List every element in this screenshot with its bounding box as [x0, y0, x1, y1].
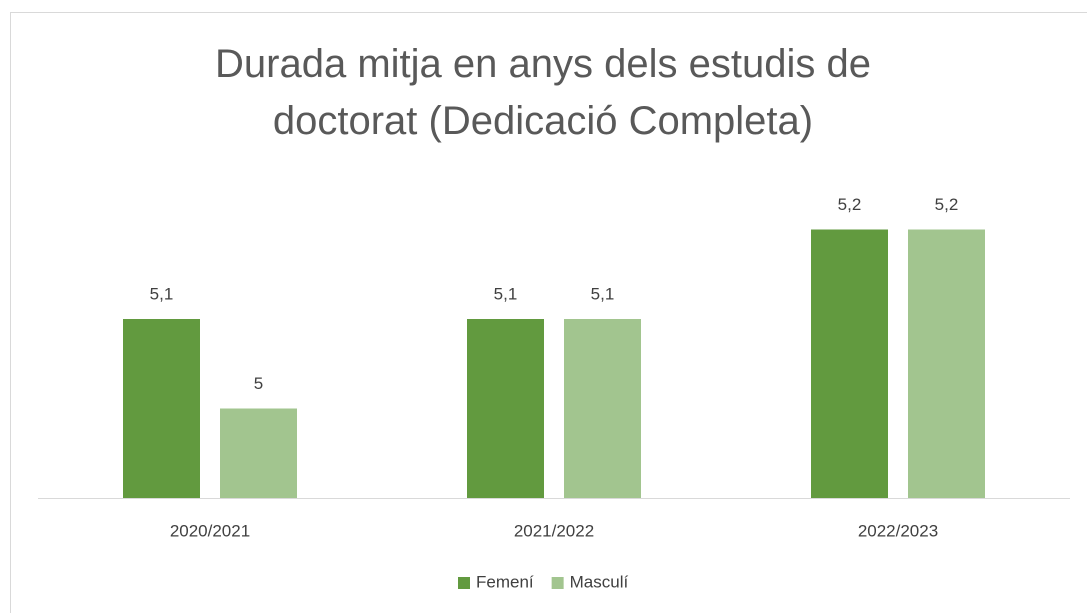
data-label: 5,1: [150, 284, 174, 303]
bar: [467, 319, 544, 498]
data-label: 5,2: [838, 195, 862, 214]
bar: [220, 408, 297, 498]
data-label: 5,1: [494, 284, 518, 303]
chart-title: Durada mitja en anys dels estudis de doc…: [215, 42, 871, 143]
x-tick-label: 2022/2023: [858, 521, 938, 540]
legend-swatch: [458, 577, 470, 589]
bar: [811, 229, 888, 498]
x-tick-label: 2020/2021: [170, 521, 250, 540]
bar: [123, 319, 200, 498]
x-tick-label: 2021/2022: [514, 521, 594, 540]
chart-border: [10, 12, 1087, 613]
legend-label: Femení: [476, 572, 534, 591]
data-label: 5: [254, 374, 263, 393]
data-label: 5,1: [591, 284, 615, 303]
data-label: 5,2: [935, 195, 959, 214]
bar: [564, 319, 641, 498]
legend-swatch: [551, 577, 564, 589]
legend-label: Masculí: [570, 572, 629, 591]
bar: [908, 229, 985, 498]
